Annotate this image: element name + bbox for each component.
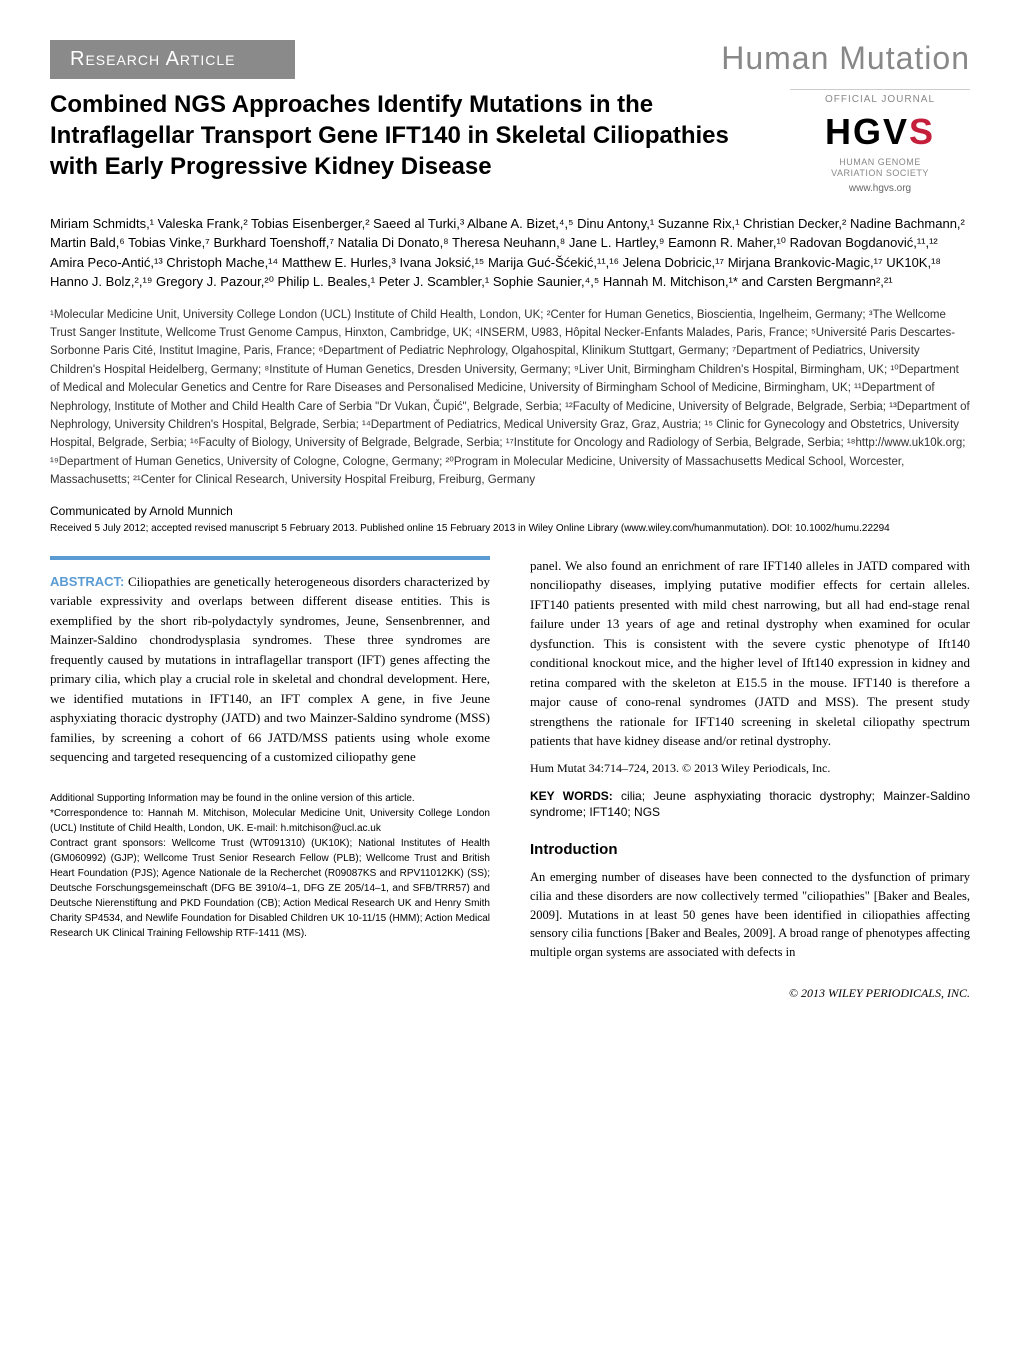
authors-list: Miriam Schmidts,¹ Valeska Frank,² Tobias… bbox=[50, 214, 970, 292]
logo-text-red: S bbox=[909, 111, 935, 152]
affiliations-list: ¹Molecular Medicine Unit, University Col… bbox=[50, 306, 970, 490]
hgvs-logo: HGVS bbox=[790, 111, 970, 153]
copyright-footer: © 2013 WILEY PERIODICALS, INC. bbox=[50, 986, 970, 1001]
communicated-by: Communicated by Arnold Munnich bbox=[50, 504, 970, 518]
abstract-text-col1: Ciliopathies are genetically heterogeneo… bbox=[50, 574, 490, 765]
received-dates: Received 5 July 2012; accepted revised m… bbox=[50, 522, 970, 536]
keywords-block: KEY WORDS: cilia; Jeune asphyxiating tho… bbox=[530, 788, 970, 822]
hgvs-logo-block: OFFICIAL JOURNAL HGVS HUMAN GENOME VARIA… bbox=[790, 89, 970, 194]
abstract-label: ABSTRACT: bbox=[50, 574, 124, 589]
journal-title: Human Mutation bbox=[721, 40, 970, 77]
abstract-text-col2: panel. We also found an enrichment of ra… bbox=[530, 556, 970, 751]
footnotes-block: Additional Supporting Information may be… bbox=[50, 791, 490, 941]
footnote-supporting: Additional Supporting Information may be… bbox=[50, 791, 490, 806]
keywords-label: KEY WORDS: bbox=[530, 789, 613, 803]
logo-url: www.hgvs.org bbox=[790, 183, 970, 194]
citation-line: Hum Mutat 34:714–724, 2013. © 2013 Wiley… bbox=[530, 761, 970, 776]
logo-subtitle-2: VARIATION SOCIETY bbox=[790, 168, 970, 179]
main-columns: ABSTRACT: Ciliopathies are genetically h… bbox=[50, 556, 970, 962]
footnote-correspondence: *Correspondence to: Hannah M. Mitchison,… bbox=[50, 806, 490, 836]
logo-text-black: HGV bbox=[825, 111, 909, 152]
top-banner: Research Article Human Mutation bbox=[50, 40, 970, 79]
footnote-grants: Contract grant sponsors: Wellcome Trust … bbox=[50, 836, 490, 941]
article-title: Combined NGS Approaches Identify Mutatio… bbox=[50, 89, 730, 183]
left-column: ABSTRACT: Ciliopathies are genetically h… bbox=[50, 556, 490, 962]
abstract-box: ABSTRACT: Ciliopathies are genetically h… bbox=[50, 556, 490, 767]
intro-text: An emerging number of diseases have been… bbox=[530, 868, 970, 962]
right-column: panel. We also found an enrichment of ra… bbox=[530, 556, 970, 962]
logo-subtitle-1: HUMAN GENOME bbox=[790, 157, 970, 168]
official-journal-label: OFFICIAL JOURNAL bbox=[790, 89, 970, 105]
intro-heading: Introduction bbox=[530, 841, 970, 858]
section-label: Research Article bbox=[50, 40, 295, 79]
header-row: Combined NGS Approaches Identify Mutatio… bbox=[50, 89, 970, 194]
